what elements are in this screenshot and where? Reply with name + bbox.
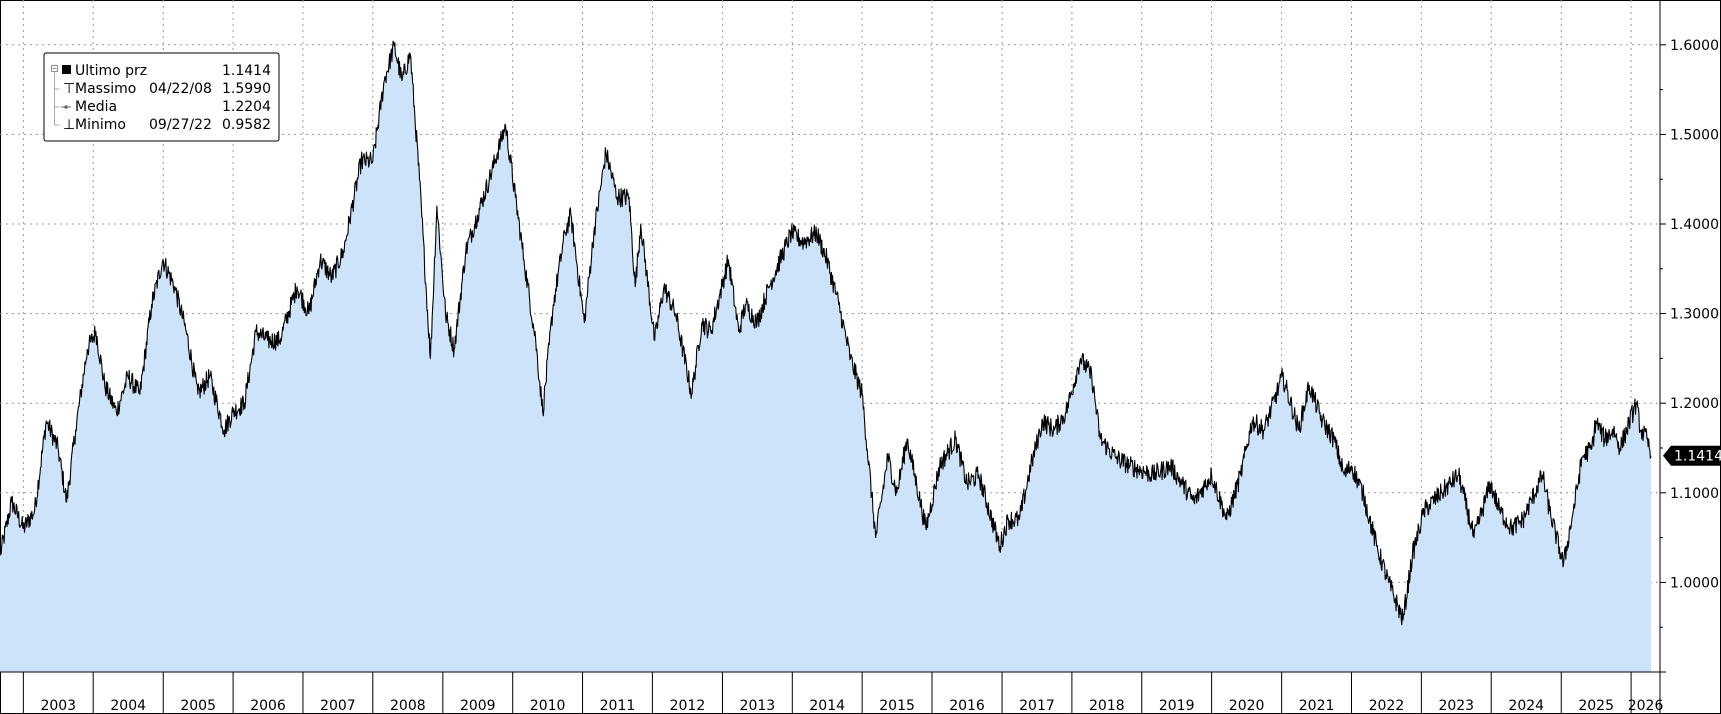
legend-row: Ultimo prz 1.1414 xyxy=(62,63,271,79)
y-tick-label: 1.6000 xyxy=(1670,38,1719,54)
last-value-label: 1.1414 xyxy=(1663,445,1721,466)
x-tick-label: 2008 xyxy=(390,698,426,714)
x-tick-label: 2018 xyxy=(1089,698,1125,714)
x-tick-label: 2004 xyxy=(110,698,146,714)
x-tick-label: 2020 xyxy=(1229,698,1265,714)
legend-name: Massimo xyxy=(75,81,136,97)
legend-row: ⊥ Minimo 09/27/22 0.9582 xyxy=(63,117,271,133)
x-tick-label: 2019 xyxy=(1159,698,1195,714)
x-tick-label: 2026 xyxy=(1628,698,1664,714)
legend-row: Media 1.2204 xyxy=(61,99,271,115)
x-tick-label: 2013 xyxy=(740,698,776,714)
x-tick-label: 2022 xyxy=(1369,698,1405,714)
x-tick-label: 2017 xyxy=(1019,698,1055,714)
low-marker-icon: ⊥ xyxy=(63,117,75,133)
x-tick-label: 2005 xyxy=(180,698,216,714)
x-tick-label: 2023 xyxy=(1438,698,1474,714)
legend-name: Minimo xyxy=(75,117,126,133)
x-tick-label: 2011 xyxy=(600,698,636,714)
x-tick-label: 2024 xyxy=(1508,698,1544,714)
y-tick-label: 1.4000 xyxy=(1670,217,1719,233)
x-tick-label: 2006 xyxy=(250,698,286,714)
x-axis-labels: 2003 2004 2005 2006 2007 2008 2009 2010 2011 2012… xyxy=(40,698,1663,714)
legend-value: 1.2204 xyxy=(222,99,271,115)
average-marker-icon xyxy=(61,105,71,109)
last-value-label-text: 1.1414 xyxy=(1674,449,1721,465)
legend-row: ⊤ Massimo 04/22/08 1.5990 xyxy=(63,81,271,97)
price-line xyxy=(0,40,1652,626)
axes xyxy=(0,0,1666,714)
legend-name: Ultimo prz xyxy=(75,63,147,79)
y-tick-label: 1.0000 xyxy=(1670,575,1719,591)
legend-box xyxy=(43,52,280,142)
x-tick-label: 2015 xyxy=(879,698,915,714)
last-value-label-background xyxy=(1663,445,1721,466)
legend-value: 0.9582 xyxy=(222,117,271,133)
filled-square-icon xyxy=(62,65,71,74)
legend-name: Media xyxy=(75,99,117,115)
price-line-group xyxy=(0,40,1652,626)
x-tick-label: 2007 xyxy=(320,698,356,714)
legend-value: 1.5990 xyxy=(222,81,271,97)
legend-date: 04/22/08 xyxy=(149,81,212,97)
legend-tree-lines xyxy=(51,65,60,126)
x-tick-label: 2021 xyxy=(1299,698,1335,714)
x-tick-label: 2025 xyxy=(1578,698,1614,714)
x-tick-label: 2009 xyxy=(460,698,496,714)
legend-date: 09/27/22 xyxy=(149,117,212,133)
x-tick-label: 2010 xyxy=(530,698,566,714)
high-marker-icon: ⊤ xyxy=(63,81,75,97)
legend: Ultimo prz 1.1414 ⊤ Massimo 04/22/08 1.5… xyxy=(43,52,280,142)
y-tick-label: 1.2000 xyxy=(1670,396,1719,412)
y-tick-label: 1.5000 xyxy=(1670,127,1719,143)
price-area-fill xyxy=(0,41,1651,672)
x-tick-label: 2012 xyxy=(670,698,706,714)
x-tick-label: 2016 xyxy=(949,698,985,714)
legend-value: 1.1414 xyxy=(222,63,271,79)
x-tick-label: 2014 xyxy=(809,698,845,714)
y-tick-label: 1.3000 xyxy=(1670,307,1719,323)
x-tick-label: 2003 xyxy=(40,698,76,714)
y-tick-label: 1.1000 xyxy=(1670,486,1719,502)
y-axis-labels: 1.0000 1.1000 1.2000 1.3000 1.4000 1.5000 1.60… xyxy=(1670,38,1719,592)
